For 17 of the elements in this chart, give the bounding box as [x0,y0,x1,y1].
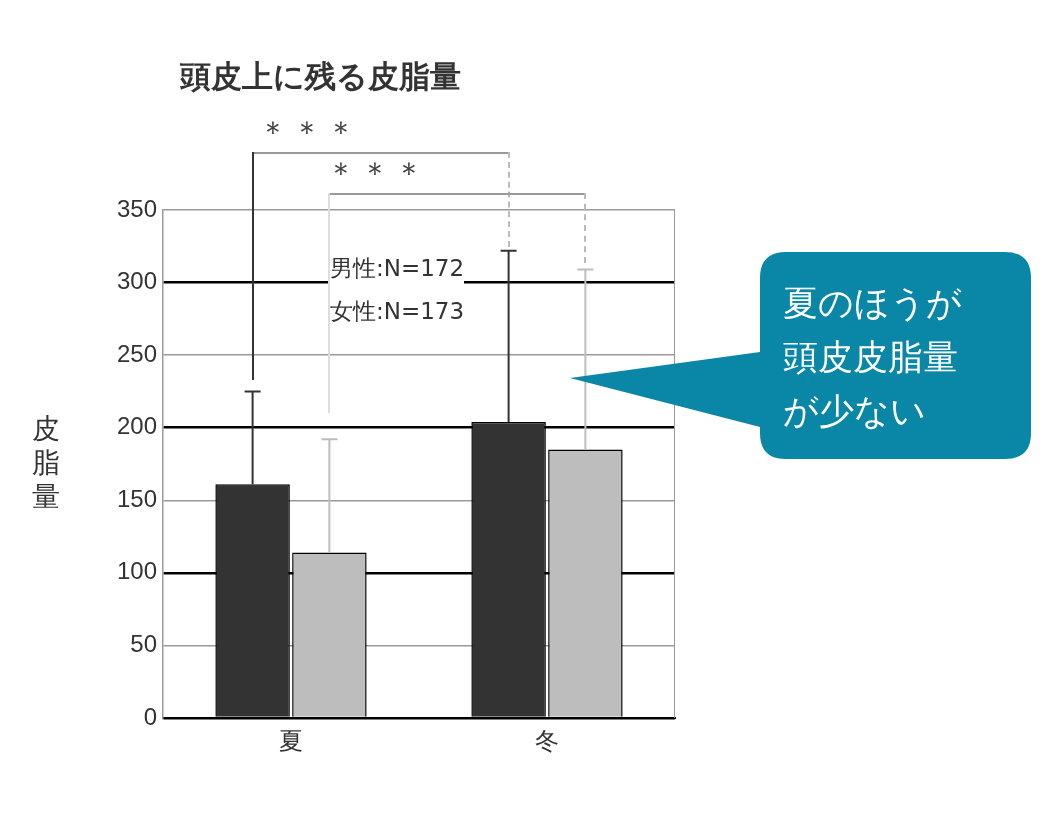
y-tick-label: 150 [116,484,157,512]
y-axis-title: 皮脂量 [32,412,60,514]
x-tick-label: 夏 [279,727,303,755]
y-tick-label: 50 [130,630,157,658]
x-tick-label: 冬 [535,727,559,755]
text: ＊＊＊ [258,113,360,151]
y-tick-label: 200 [116,412,157,440]
chart-title: 頭皮上に残る皮脂量 [180,57,461,96]
y-tick-label: 300 [116,267,157,295]
y-tick-label: 0 [143,702,157,730]
text: ＊＊＊ [326,154,428,192]
y-tick-label: 250 [116,339,157,367]
annotation: 男性:N=172 [330,253,465,284]
y-tick-label: 350 [116,194,157,222]
annotation: 女性:N=173 [330,296,465,327]
text: 夏のほうが頭皮皮脂量が少ない [783,282,963,433]
y-tick-label: 100 [116,557,157,585]
